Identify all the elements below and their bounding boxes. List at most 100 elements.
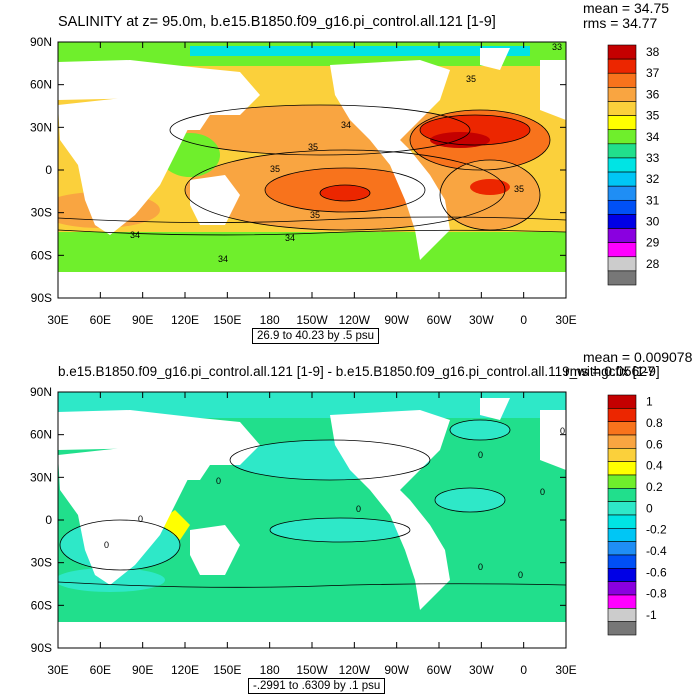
y-tick-label: 90N xyxy=(30,35,52,49)
x-tick-label: 120W xyxy=(339,313,371,327)
contour-label: 0 xyxy=(478,562,483,572)
colorbar-swatch xyxy=(607,101,637,116)
x-tick-label: 150W xyxy=(296,313,328,327)
contour-label: 35 xyxy=(466,74,476,84)
colorbar-swatch xyxy=(607,143,637,159)
colorbar-swatch xyxy=(607,421,637,436)
colorbar-label: 35 xyxy=(646,109,660,123)
x-tick-label: 30W xyxy=(469,313,494,327)
colorbar-label: 32 xyxy=(646,172,660,186)
rms-stat: rms = 34.77 xyxy=(583,15,658,31)
contour-label: 0 xyxy=(104,540,109,550)
contour-label: 34 xyxy=(218,254,228,264)
rms-stat: rms = 0.05627 xyxy=(565,363,655,379)
colorbar-swatch xyxy=(607,514,637,529)
contour-label: 35 xyxy=(308,142,318,152)
contour-label: 0 xyxy=(478,450,483,460)
x-tick-label: 90E xyxy=(132,313,153,327)
colorbar-label: -0.8 xyxy=(646,587,667,601)
colorbar-swatch xyxy=(607,44,637,60)
x-tick-label: 30E xyxy=(47,313,68,327)
colorbar-swatch xyxy=(607,408,637,422)
x-axis-labels: 30E 60E 90E 120E 150E 180 150W 120W 90W 60W 30W 0 30… xyxy=(47,313,576,327)
x-tick-label: 0 xyxy=(520,313,527,327)
y-tick-label: 30S xyxy=(31,556,52,570)
colorbar-swatch xyxy=(607,115,637,131)
colorbar-label: 30 xyxy=(646,214,660,228)
contour-label: 0 xyxy=(216,476,221,486)
colorbar-swatch xyxy=(607,474,637,489)
contour-label: 33 xyxy=(552,42,562,52)
y-tick-label: 60N xyxy=(30,78,52,92)
x-tick-label: 150E xyxy=(213,313,241,327)
colorbar-label: -1 xyxy=(646,608,657,622)
colorbar-swatch xyxy=(607,214,637,229)
contour-label: 34 xyxy=(341,120,351,130)
contour-label: 35 xyxy=(310,210,320,220)
colorbar-swatch xyxy=(607,157,637,173)
contour-label: 34 xyxy=(285,233,295,243)
y-tick-label: 0 xyxy=(45,163,52,177)
colorbar-label: 0.6 xyxy=(646,437,663,451)
y-tick-label: 0 xyxy=(45,513,52,527)
colorbar-swatch xyxy=(607,488,637,502)
y-tick-label: 30S xyxy=(31,206,52,220)
map-plot: 0 0 0 0 0 0 0 0 0 30E 60E 90E 120E 150E 180 15… xyxy=(30,385,667,677)
colorbar-label: 31 xyxy=(646,193,660,207)
y-tick-label: 90S xyxy=(31,291,52,305)
contour-label-group: 0 0 0 0 0 0 0 0 0 xyxy=(104,426,565,580)
x-tick-label: 30E xyxy=(47,663,68,677)
colorbar-label: 34 xyxy=(646,130,660,144)
x-tick-label: 60E xyxy=(90,663,111,677)
y-tick-label: 60N xyxy=(30,428,52,442)
colorbar-swatch xyxy=(607,129,637,145)
colorbar-swatch xyxy=(607,394,637,409)
colorbar-label: -0.2 xyxy=(646,523,667,537)
colorbar-label: 0.4 xyxy=(646,459,663,473)
x-tick-label: 90W xyxy=(384,663,409,677)
colorbar xyxy=(607,44,637,286)
colorbar-swatch xyxy=(607,171,637,187)
axis-ticks xyxy=(57,41,567,299)
colorbar-label: 37 xyxy=(646,66,660,80)
colorbar-label: 38 xyxy=(646,45,660,59)
y-axis-labels: 90N 60N 30N 0 30S 60S 90S xyxy=(30,35,52,305)
colorbar-swatch xyxy=(607,461,637,476)
x-tick-label: 90E xyxy=(132,663,153,677)
x-tick-label: 180 xyxy=(260,313,280,327)
contour-label: 0 xyxy=(518,570,523,580)
contour-range-label: 26.9 to 40.23 by .5 psu xyxy=(252,328,380,344)
colorbar-swatch xyxy=(607,256,637,272)
colorbar-label: 1 xyxy=(646,395,653,409)
x-tick-label: 150E xyxy=(213,663,241,677)
y-tick-label: 90S xyxy=(31,641,52,655)
contour-range-label: -.2991 to .6309 by .1 psu xyxy=(248,678,386,694)
panel-title: SALINITY at z= 95.0m, b.e15.B1850.f09_g1… xyxy=(58,14,496,30)
colorbar-labels: 1 0.8 0.6 0.4 0.2 0 -0.2 -0.4 -0.6 -0.8 -1 xyxy=(646,395,667,622)
mean-stat: mean = 34.75 xyxy=(583,0,670,16)
contour-label: 35 xyxy=(514,184,524,194)
x-tick-label: 0 xyxy=(520,663,527,677)
y-tick-label: 60S xyxy=(31,248,52,262)
contour-label: 0 xyxy=(560,426,565,436)
colorbar-swatch xyxy=(607,608,637,622)
y-tick-label: 30N xyxy=(30,470,52,484)
colorbar xyxy=(607,394,637,636)
y-tick-label: 90N xyxy=(30,385,52,399)
x-tick-label: 150W xyxy=(296,663,328,677)
x-tick-label: 180 xyxy=(260,663,280,677)
mean-stat: mean = 0.009078 xyxy=(583,349,693,365)
colorbar-label: 0 xyxy=(646,501,653,515)
colorbar-swatch xyxy=(607,242,637,258)
colorbar-swatch xyxy=(607,621,637,636)
y-tick-label: 30N xyxy=(30,120,52,134)
x-tick-label: 90W xyxy=(384,313,409,327)
x-tick-label: 120E xyxy=(171,313,199,327)
colorbar-label: -0.4 xyxy=(646,544,667,558)
colorbar-swatch xyxy=(607,568,637,582)
colorbar-swatch xyxy=(607,501,637,516)
colorbar-swatch xyxy=(607,594,637,609)
colorbar-label: 28 xyxy=(646,257,660,271)
contour-lines xyxy=(58,419,566,588)
colorbar-swatch xyxy=(607,228,637,243)
